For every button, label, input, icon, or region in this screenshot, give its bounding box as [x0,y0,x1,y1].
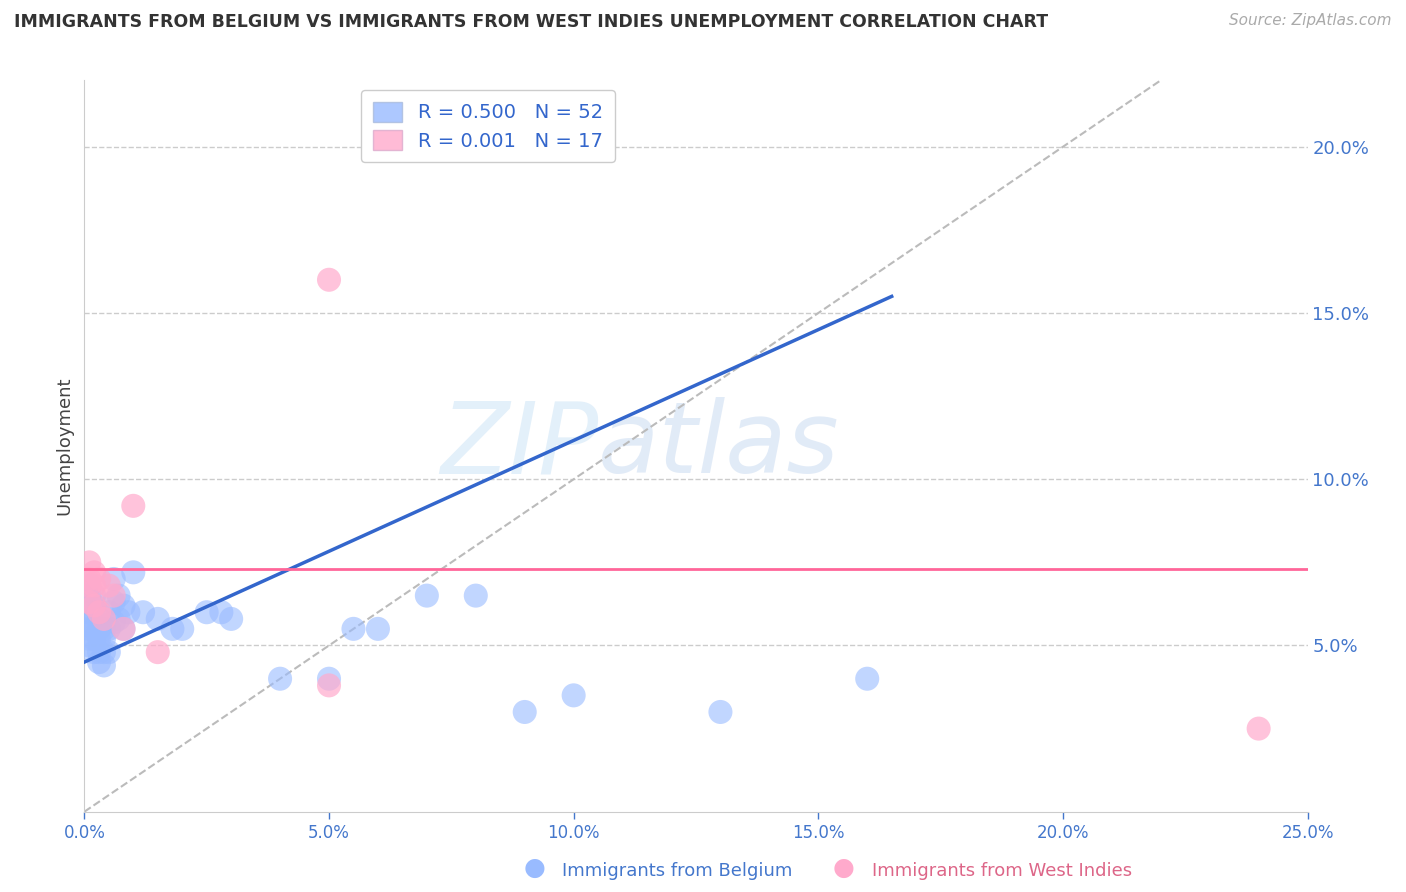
Point [77,595,100,609]
Point [112,622,135,636]
Point [77,622,100,636]
Text: ●: ● [832,856,855,880]
Point [318,273,340,287]
Point [83,632,105,646]
Point [87,645,110,659]
Point [83,599,105,613]
Point [112,599,135,613]
Point [83,622,105,636]
Point [87,622,110,636]
Point [93,645,115,659]
Point [318,672,340,686]
Point [87,612,110,626]
Point [856,672,879,686]
Point [77,579,100,593]
Point [107,589,129,603]
Point [103,589,125,603]
Point [269,672,291,686]
Point [77,555,100,569]
Point [513,705,536,719]
Point [93,622,115,636]
Point [122,566,145,580]
Text: Source: ZipAtlas.com: Source: ZipAtlas.com [1229,13,1392,29]
Point [93,658,115,673]
Point [103,572,125,586]
Point [162,622,184,636]
Point [87,605,110,619]
Point [103,615,125,630]
Point [195,605,218,619]
Point [318,678,340,692]
Point [117,605,139,619]
Point [219,612,242,626]
Point [146,645,169,659]
Point [146,612,169,626]
Point [112,622,135,636]
Point [416,589,439,603]
Y-axis label: Unemployment: Unemployment [55,376,73,516]
Point [77,595,100,609]
Point [87,572,110,586]
Point [209,605,232,619]
Point [77,589,100,603]
Text: ●: ● [523,856,546,880]
Text: atlas: atlas [598,398,839,494]
Point [77,632,100,646]
Point [122,499,145,513]
Point [83,612,105,626]
Point [83,589,105,603]
Text: Immigrants from West Indies: Immigrants from West Indies [872,863,1132,880]
Point [93,612,115,626]
Point [103,595,125,609]
Point [562,689,585,703]
Point [77,639,100,653]
Point [172,622,194,636]
Point [367,622,389,636]
Point [77,615,100,630]
Point [83,599,105,613]
Point [83,579,105,593]
Point [97,579,120,593]
Point [132,605,155,619]
Point [107,612,129,626]
Point [1247,722,1270,736]
Point [77,572,100,586]
Point [342,622,364,636]
Point [87,655,110,669]
Point [83,566,105,580]
Text: Immigrants from Belgium: Immigrants from Belgium [562,863,793,880]
Text: ZIP: ZIP [440,398,598,494]
Point [83,645,105,659]
Point [87,632,110,646]
Point [709,705,731,719]
Point [97,605,120,619]
Point [77,579,100,593]
Point [93,632,115,646]
Point [464,589,486,603]
Text: IMMIGRANTS FROM BELGIUM VS IMMIGRANTS FROM WEST INDIES UNEMPLOYMENT CORRELATION : IMMIGRANTS FROM BELGIUM VS IMMIGRANTS FR… [14,13,1049,31]
Point [97,645,120,659]
Point [97,622,120,636]
Legend: R = 0.500   N = 52, R = 0.001   N = 17: R = 0.500 N = 52, R = 0.001 N = 17 [361,90,614,162]
Point [77,605,100,619]
